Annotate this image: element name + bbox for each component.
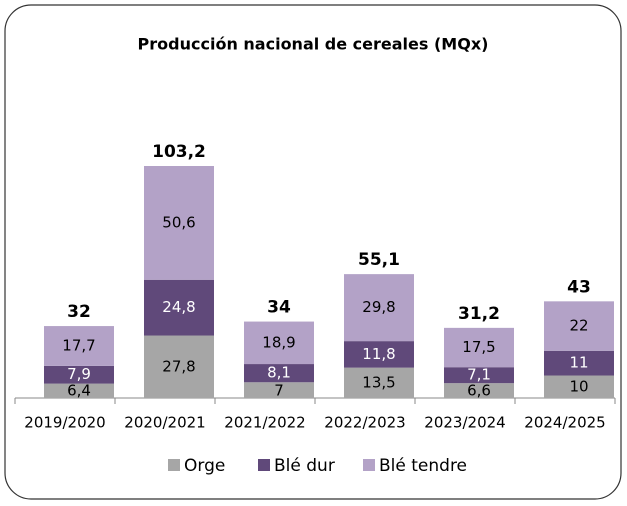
bar-segment: [444, 383, 514, 398]
bar-segment: [44, 326, 114, 366]
bar-segment: [244, 364, 314, 383]
data-label: 8,1: [267, 364, 291, 382]
total-label: 43: [567, 277, 591, 297]
data-label: 11: [569, 354, 588, 372]
data-label: 22: [569, 317, 588, 335]
data-label: 17,7: [62, 336, 95, 354]
data-label: 7,9: [67, 365, 91, 383]
bar-segment: [544, 301, 614, 351]
legend-label: Orge: [184, 456, 225, 476]
x-tick-label: 2020/2021: [124, 414, 205, 432]
total-label: 55,1: [358, 250, 400, 270]
bar-segment: [344, 367, 414, 398]
legend-label: Blé dur: [274, 456, 335, 476]
x-tick-label: 2019/2020: [24, 414, 105, 432]
data-label: 24,8: [162, 298, 195, 316]
data-label: 13,5: [362, 373, 395, 391]
bar-segment: [544, 375, 614, 398]
bar-segment: [344, 341, 414, 368]
bar-segment: [444, 327, 514, 368]
x-tick-label: 2022/2023: [324, 414, 405, 432]
data-label: 50,6: [162, 213, 195, 231]
data-label: 29,8: [362, 298, 395, 316]
x-tick-label: 2023/2024: [424, 414, 505, 432]
bar-segment: [544, 350, 614, 376]
data-label: 11,8: [362, 345, 395, 363]
x-tick-label: 2021/2022: [224, 414, 305, 432]
bar-segment: [444, 367, 514, 384]
bar-segment: [44, 383, 114, 398]
legend-swatch: [168, 459, 180, 471]
total-label: 32: [67, 302, 91, 322]
legend-swatch: [363, 459, 375, 471]
bar-segment: [44, 365, 114, 384]
legend-swatch: [258, 459, 270, 471]
data-label: 27,8: [162, 357, 195, 375]
bar-segment: [344, 274, 414, 342]
data-label: 7,1: [467, 366, 491, 384]
x-tick-label: 2024/2025: [524, 414, 605, 432]
total-label: 34: [267, 298, 291, 318]
bar-segment: [144, 166, 214, 280]
data-label: 10: [569, 377, 588, 395]
legend-label: Blé tendre: [379, 456, 467, 476]
total-label: 103,2: [152, 142, 206, 162]
chart-title: Producción nacional de cereales (MQx): [138, 35, 489, 54]
data-label: 6,6: [467, 382, 491, 400]
bar-segment: [244, 321, 314, 365]
bar-segment: [244, 382, 314, 398]
data-label: 7: [274, 382, 284, 400]
bar-segment: [144, 279, 214, 336]
data-label: 17,5: [462, 338, 495, 356]
total-label: 31,2: [458, 304, 500, 324]
data-label: 6,4: [67, 382, 91, 400]
bar-segment: [144, 335, 214, 398]
data-label: 18,9: [262, 333, 295, 351]
